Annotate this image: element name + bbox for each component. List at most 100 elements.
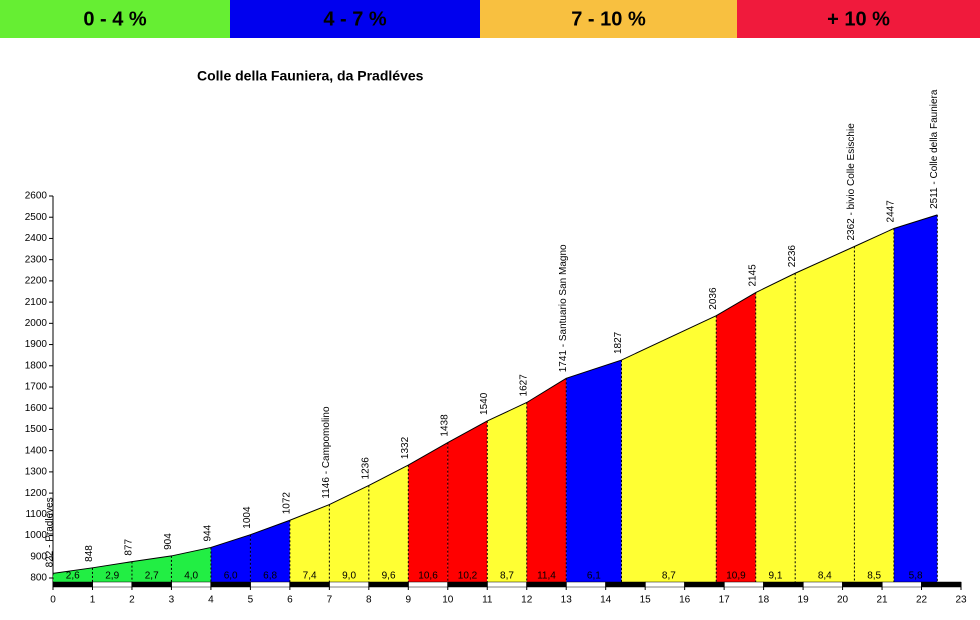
- legend-swatch: [230, 0, 480, 38]
- profile-segment: [795, 246, 855, 582]
- x-tick-label: 1: [90, 595, 96, 606]
- gradient-label: 8,7: [500, 571, 514, 582]
- km-strip: [447, 581, 488, 588]
- km-strip: [684, 581, 725, 588]
- y-tick-label: 2500: [25, 212, 48, 223]
- gradient-label: 8,5: [867, 571, 881, 582]
- km-strip: [210, 581, 251, 588]
- x-tick-label: 17: [719, 595, 731, 606]
- point-label: 1146 - Campomolino: [321, 406, 332, 499]
- gradient-label: 6,8: [263, 571, 277, 582]
- gradient-label: 6,1: [587, 571, 601, 582]
- km-strip: [171, 581, 212, 588]
- profile-segment: [408, 442, 448, 582]
- y-tick-label: 2200: [25, 276, 48, 287]
- x-tick-label: 19: [798, 595, 810, 606]
- y-tick-label: 1800: [25, 360, 48, 371]
- legend-label: 0 - 4 %: [83, 8, 147, 30]
- gradient-label: 10,9: [726, 571, 746, 582]
- point-label: 1004: [242, 506, 253, 529]
- x-tick-label: 10: [442, 595, 454, 606]
- point-label: 848: [84, 545, 95, 562]
- point-label: 2447: [886, 200, 897, 223]
- legend-label: 7 - 10 %: [571, 8, 646, 30]
- km-strip: [368, 581, 409, 588]
- y-tick-label: 1500: [25, 424, 48, 435]
- profile-segment: [755, 273, 796, 582]
- point-label: 1540: [479, 392, 490, 415]
- x-tick-label: 23: [955, 595, 967, 606]
- km-strip: [644, 581, 685, 588]
- gradient-label: 8,7: [662, 571, 676, 582]
- point-label: 1627: [518, 374, 529, 397]
- x-tick-label: 8: [366, 595, 372, 606]
- gradient-label: 9,0: [342, 571, 356, 582]
- gradient-label: 9,1: [768, 571, 782, 582]
- y-tick-label: 2300: [25, 254, 48, 265]
- profile-segment: [487, 402, 527, 582]
- profile-segment: [329, 485, 369, 582]
- km-strip: [605, 581, 646, 588]
- km-strip: [250, 581, 291, 588]
- legend-swatch: [480, 0, 737, 38]
- point-label: 1827: [613, 331, 624, 354]
- point-label: 877: [124, 539, 135, 556]
- x-tick-label: 6: [287, 595, 293, 606]
- km-strip: [52, 581, 93, 588]
- legend-label: 4 - 7 %: [323, 8, 387, 30]
- point-label: 944: [203, 524, 214, 541]
- x-tick-label: 21: [876, 595, 888, 606]
- gradient-label: 7,4: [303, 571, 317, 582]
- profile-segment: [716, 292, 756, 582]
- y-tick-label: 1700: [25, 382, 48, 393]
- profile-segment: [447, 420, 488, 582]
- x-tick-label: 18: [758, 595, 770, 606]
- profile-segment: [250, 520, 290, 582]
- x-tick-label: 13: [561, 595, 573, 606]
- y-tick-label: 1900: [25, 339, 48, 350]
- y-tick-label: 1300: [25, 467, 48, 478]
- profile-segment: [131, 555, 172, 582]
- x-tick-label: 15: [640, 595, 652, 606]
- km-strip: [565, 581, 606, 588]
- x-tick-label: 7: [327, 595, 333, 606]
- legend-swatch: [737, 0, 980, 38]
- km-strip: [526, 581, 567, 588]
- point-label: 904: [163, 533, 174, 550]
- x-tick-label: 11: [482, 595, 493, 606]
- km-strip: [763, 581, 804, 588]
- x-tick-label: 4: [208, 595, 214, 606]
- km-strip: [921, 581, 962, 588]
- km-strip: [289, 581, 330, 588]
- y-tick-label: 1000: [25, 530, 48, 541]
- point-label: 2236: [787, 245, 798, 268]
- profile-segment: [289, 504, 330, 582]
- x-tick-label: 16: [679, 595, 691, 606]
- point-label: 2036: [708, 287, 719, 310]
- x-tick-label: 22: [916, 595, 928, 606]
- point-label: 2511 - Colle della Fauniera: [929, 89, 940, 209]
- km-strip: [92, 581, 133, 588]
- x-tick-label: 12: [521, 595, 533, 606]
- profile-segment: [368, 465, 409, 582]
- profile-segment: [893, 214, 938, 583]
- gradient-label: 9,6: [382, 571, 396, 582]
- y-tick-label: 1600: [25, 403, 48, 414]
- km-strip: [881, 581, 922, 588]
- y-tick-label: 2100: [25, 297, 48, 308]
- km-strip: [329, 581, 370, 588]
- legend-swatch: [0, 0, 230, 38]
- profile-segment: [53, 567, 93, 582]
- y-tick-label: 800: [30, 573, 47, 584]
- gradient-label: 2,6: [66, 571, 80, 582]
- gradient-label: 6,0: [224, 571, 238, 582]
- profile-segment: [621, 315, 717, 582]
- km-strip: [131, 581, 172, 588]
- point-label: 1072: [282, 492, 293, 515]
- x-tick-label: 9: [406, 595, 412, 606]
- profile-segment: [171, 547, 211, 582]
- point-label: 1438: [439, 414, 450, 437]
- gradient-label: 4,0: [184, 571, 198, 582]
- y-tick-label: 2600: [25, 191, 48, 202]
